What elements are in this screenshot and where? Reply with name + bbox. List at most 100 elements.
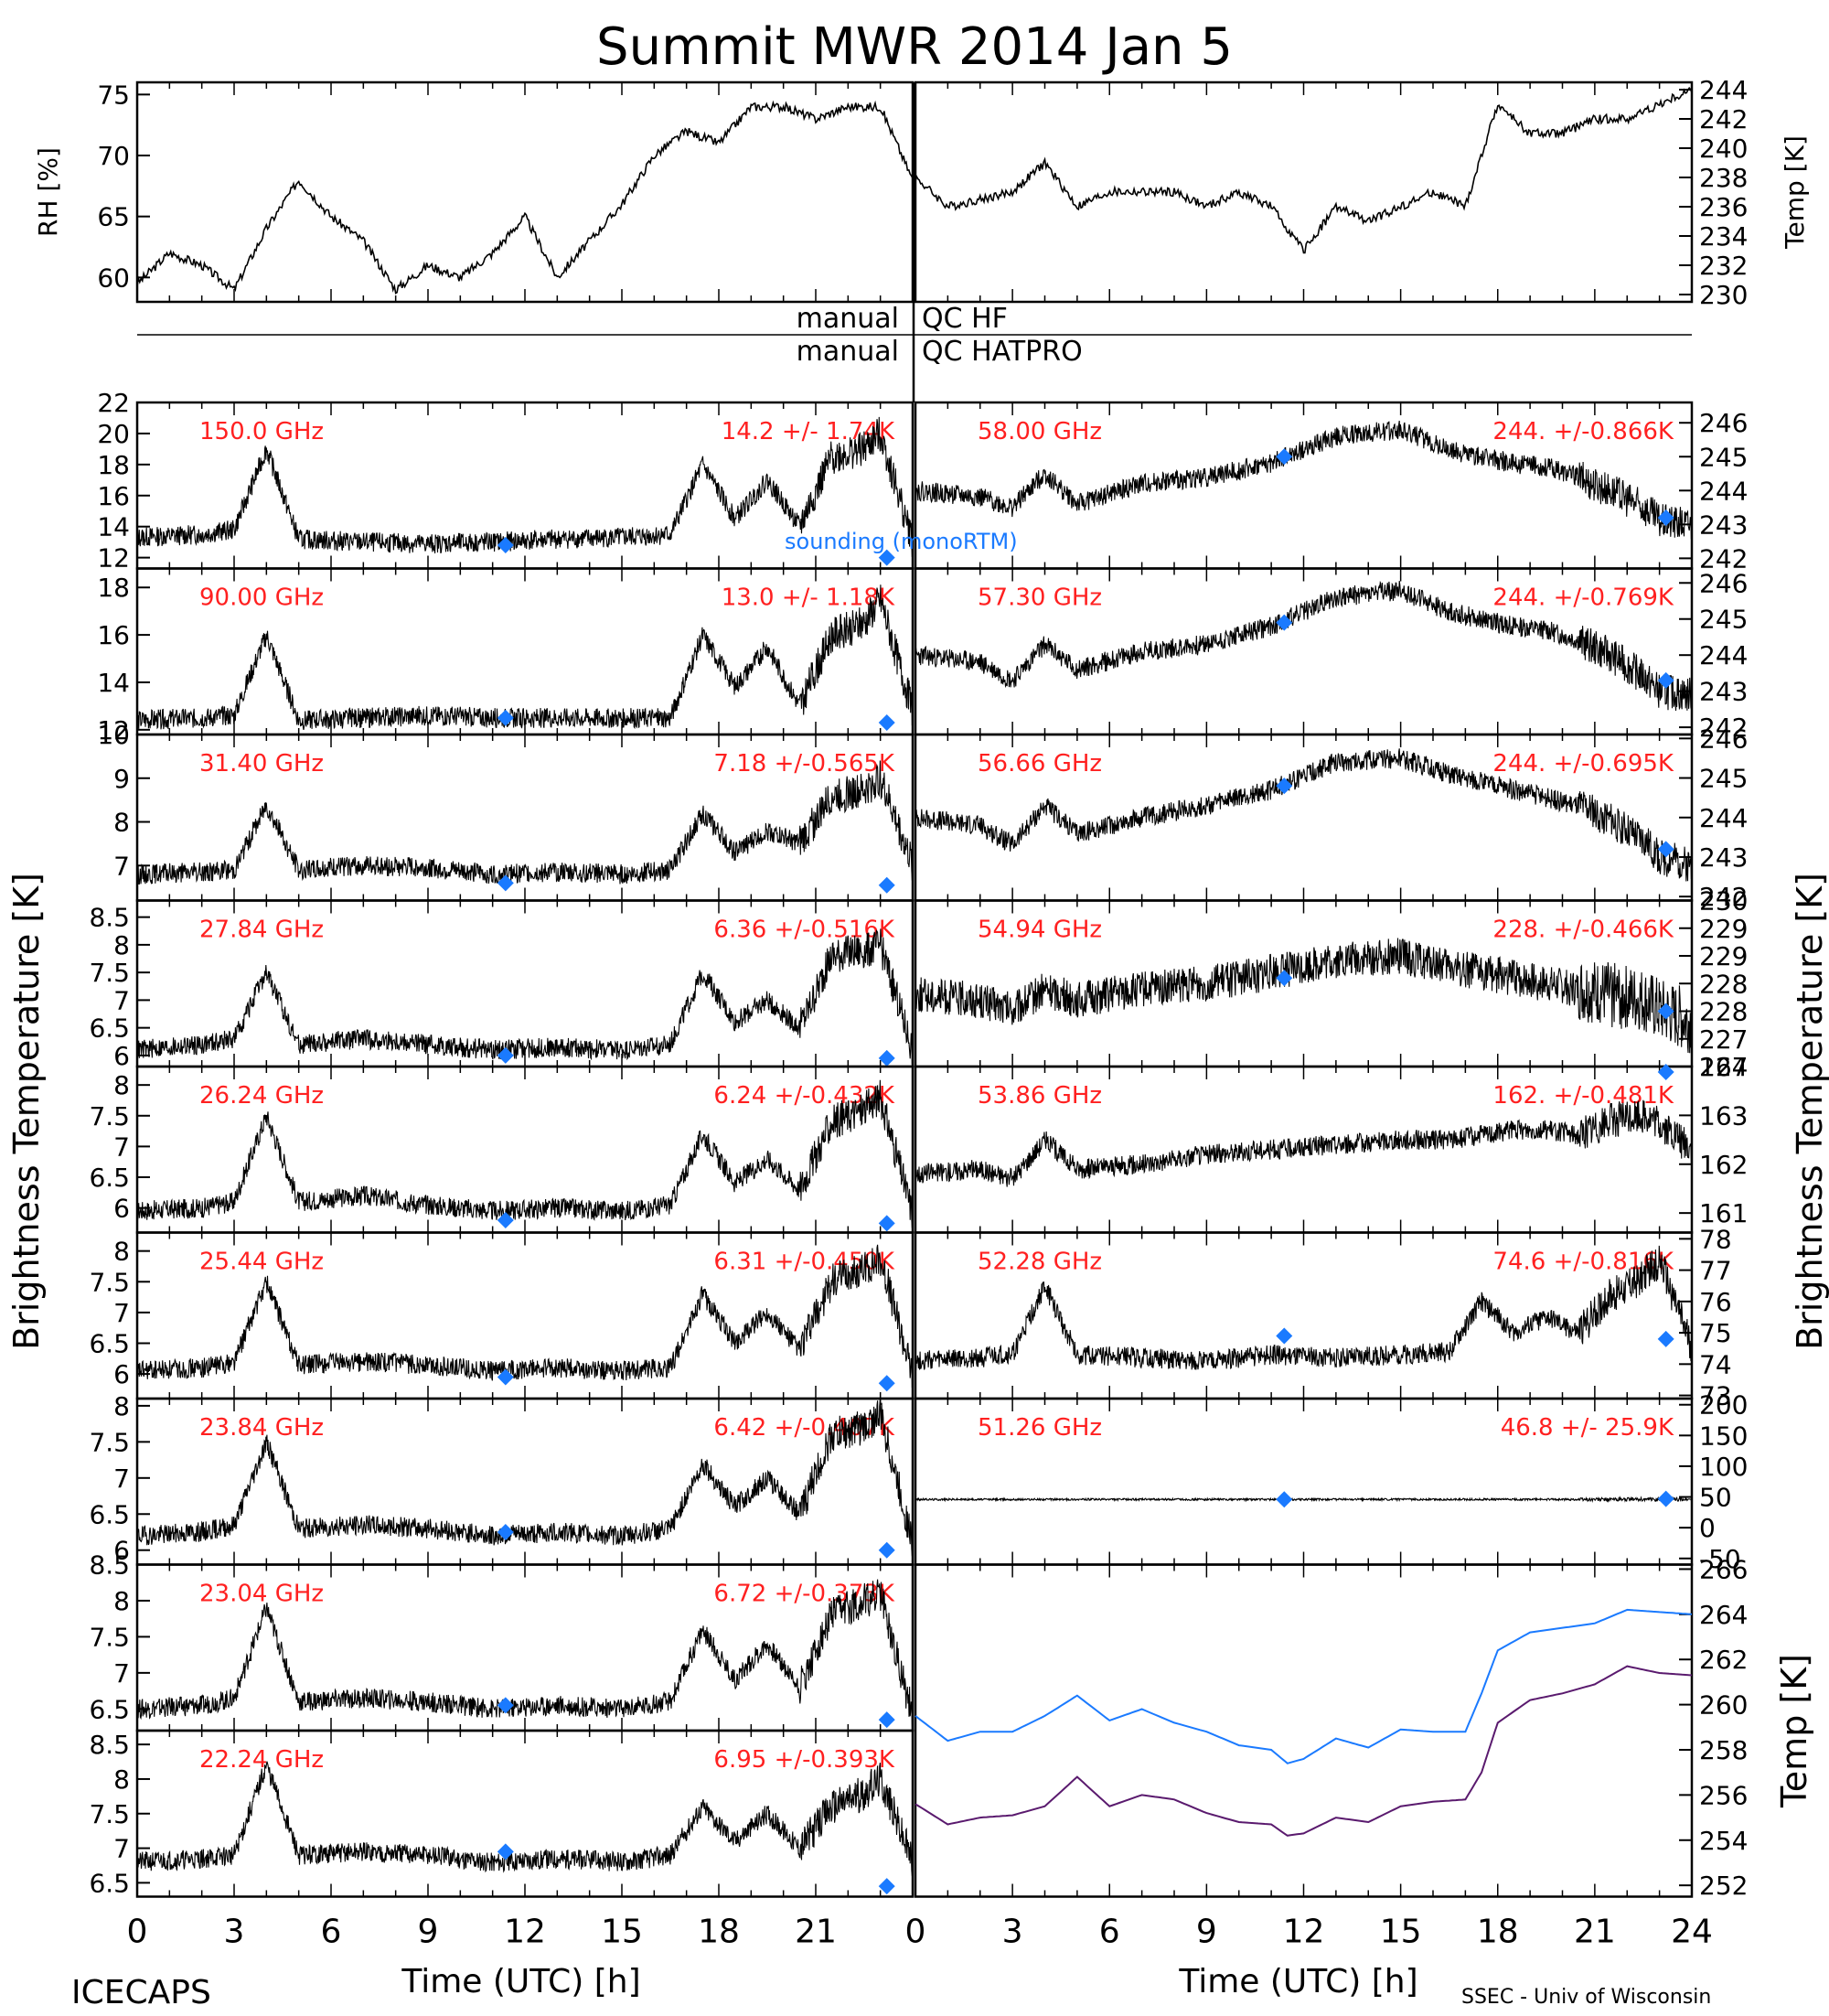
series-trace-ch25	[136, 1244, 914, 1389]
sounding-marker	[497, 1046, 514, 1064]
sounding-marker	[497, 1697, 514, 1714]
sounding-marker	[497, 709, 514, 726]
channel-freq-label: 26.24 GHz	[199, 1082, 324, 1110]
sounding-marker	[1657, 1064, 1674, 1080]
y-tick-label-ch31: 7	[113, 851, 130, 881]
y-tick-label-temp: 238	[1699, 163, 1748, 193]
sounding-marker	[878, 1375, 895, 1392]
y-tick-label-ch57: 244	[1699, 640, 1748, 670]
channel-freq-label: 150.0 GHz	[199, 418, 324, 445]
y-tick-label-ch150: 22	[97, 388, 130, 418]
series-line-rh	[136, 100, 914, 295]
y-tick-label-temp: 244	[1699, 75, 1748, 105]
y-tick-label-ch27: 7.5	[89, 958, 130, 988]
y-tick-label-ch52: 77	[1699, 1256, 1732, 1286]
sounding-marker	[497, 537, 514, 554]
y-tick-label-ch27: 8.5	[89, 903, 130, 933]
y-tick-label-ch23_04: 8	[113, 1586, 130, 1616]
y-tick-label-ch23_84: 6	[113, 1536, 130, 1566]
channel-stats-label: 6.42 +/-0.407K	[713, 1414, 895, 1442]
x-tick-label: 6	[321, 1914, 342, 1951]
y-tick-label-ch56: 246	[1699, 724, 1748, 754]
y-tick-label-ch57: 243	[1699, 677, 1748, 707]
y-tick-label-temp: 234	[1699, 221, 1748, 252]
y-tick-label-blackbody: 260	[1699, 1690, 1748, 1721]
y-tick-label-ch51: 100	[1699, 1452, 1748, 1482]
sounding-marker	[1657, 841, 1674, 858]
y-tick-label-ch52: 78	[1699, 1224, 1732, 1254]
channel-freq-label: 57.30 GHz	[978, 584, 1102, 612]
y-tick-label-blackbody: 254	[1699, 1826, 1748, 1856]
y-tick-label-ch22: 7.5	[89, 1799, 130, 1829]
channel-stats-label: 228. +/-0.466K	[1492, 917, 1674, 944]
x-tick-label: 0	[905, 1914, 926, 1951]
sounding-marker	[1657, 1003, 1674, 1020]
rh-axis-label: RH [%]	[33, 147, 63, 237]
x-tick-label: 15	[601, 1914, 643, 1951]
channel-freq-label: 25.44 GHz	[199, 1249, 324, 1276]
x-tick-label: 6	[1099, 1914, 1120, 1951]
series-trace-ch54	[914, 938, 1693, 1054]
x-tick-label: 12	[1283, 1914, 1325, 1951]
y-tick-label-ch25: 7.5	[89, 1267, 130, 1297]
series-trace-ch27	[136, 928, 914, 1065]
channel-freq-label: 90.00 GHz	[199, 584, 324, 612]
y-tick-label-ch26: 7.5	[89, 1101, 130, 1131]
y-tick-label-ch31: 8	[113, 808, 130, 838]
sounding-marker	[878, 1878, 895, 1895]
y-tick-label-ch27: 8	[113, 930, 130, 960]
y-tick-label-ch27: 6.5	[89, 1013, 130, 1044]
panel-frame-rh	[135, 80, 914, 304]
y-tick-label-ch53: 162	[1699, 1150, 1748, 1180]
sounding-marker	[1657, 1490, 1674, 1507]
sounding-marker	[497, 874, 514, 892]
y-tick-label-ch23_84: 7	[113, 1464, 130, 1494]
y-tick-label-ch25: 6	[113, 1359, 130, 1389]
channel-freq-label: 51.26 GHz	[978, 1414, 1102, 1442]
y-tick-label-ch26: 6	[113, 1194, 130, 1224]
x-tick-label: 3	[224, 1914, 245, 1951]
y-tick-label-ch58: 242	[1699, 543, 1748, 574]
y-tick-label-ch56: 244	[1699, 803, 1748, 833]
y-tick-label-ch51: 50	[1699, 1483, 1732, 1513]
y-tick-label-ch58: 243	[1699, 509, 1748, 540]
channel-stats-label: 244. +/-0.695K	[1492, 750, 1674, 777]
y-tick-label-blackbody: 262	[1699, 1645, 1748, 1675]
sounding-marker	[497, 1368, 514, 1386]
channel-freq-label: 54.94 GHz	[978, 917, 1102, 944]
y-tick-label-ch54: 229	[1699, 914, 1748, 944]
sounding-marker	[497, 1212, 514, 1229]
channel-freq-label: 58.00 GHz	[978, 418, 1102, 445]
y-tick-label-ch90: 16	[97, 620, 130, 650]
sounding-marker	[1657, 1330, 1674, 1347]
y-tick-label-ch52: 76	[1699, 1287, 1732, 1317]
channel-stats-label: 244. +/-0.769K	[1492, 584, 1674, 612]
qc-hatpro-left: manual	[797, 336, 899, 368]
y-tick-label-blackbody: 256	[1699, 1780, 1748, 1810]
y-tick-label-ch57: 242	[1699, 713, 1748, 743]
y-tick-label-ch23_04: 7.5	[89, 1622, 130, 1652]
channel-stats-label: 6.36 +/-0.516K	[713, 917, 895, 944]
sounding-marker	[1276, 1327, 1293, 1345]
y-tick-label-ch54: 229	[1699, 941, 1748, 971]
footer-icecaps: ICECAPS	[71, 1974, 211, 2011]
x-tick-label: 15	[1380, 1914, 1422, 1951]
sounding-marker	[1276, 777, 1293, 795]
y-tick-label-ch90: 18	[97, 573, 130, 603]
y-tick-label-ch150: 12	[97, 543, 130, 574]
y-tick-label-ch58: 246	[1699, 408, 1748, 438]
x-axis-label-right: Time (UTC) [h]	[1178, 1963, 1417, 2000]
qc-hf-left: manual	[797, 303, 899, 335]
y-tick-label-rh: 65	[97, 202, 130, 232]
x-tick-label: 18	[698, 1914, 740, 1951]
footer-ssec: SSEC - Univ of Wisconsin	[1461, 1986, 1711, 2009]
channel-freq-label: 27.84 GHz	[199, 917, 324, 944]
y-tick-label-ch58: 244	[1699, 476, 1748, 506]
y-tick-label-ch51: -50	[1699, 1544, 1741, 1574]
series-trace-ch22	[136, 1761, 914, 1878]
series-trace-ch23_84	[136, 1399, 914, 1557]
y-tick-label-ch90: 12	[97, 715, 130, 745]
y-tick-label-ch57: 245	[1699, 605, 1748, 635]
y-tick-label-ch22: 8.5	[89, 1730, 130, 1760]
